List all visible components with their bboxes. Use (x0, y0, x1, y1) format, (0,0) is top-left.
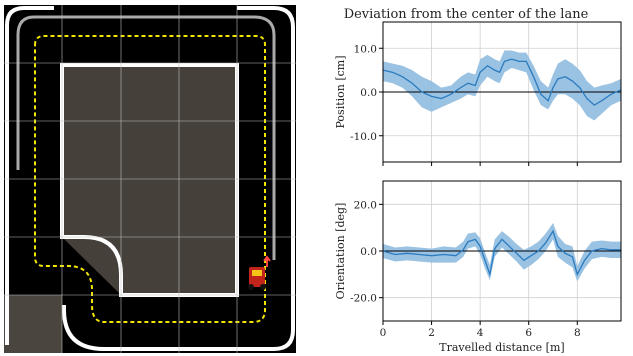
y-tick-label: 20.0 (354, 199, 377, 211)
floor-tiles (4, 63, 237, 353)
orientation-mean-line (382, 229, 621, 277)
y-tick-label: 10.0 (354, 43, 377, 55)
x-tick-label: 0 (380, 327, 387, 339)
map-grid (4, 5, 296, 353)
orientation-y-ticks: -20.0 0.0 20.0 (350, 199, 383, 305)
y-tick-label: 0.0 (360, 246, 377, 258)
orientation-panel: -20.0 0.0 20.0 0 2 4 6 8 Orientation [deg] Tra… (334, 180, 622, 354)
floor-tile-curve (62, 237, 121, 295)
position-mean-line (382, 58, 622, 106)
orientation-x-label: Travelled distance [m] (439, 341, 564, 354)
x-tick-label: 6 (525, 327, 532, 339)
y-tick-label: -10.0 (350, 131, 377, 143)
position-std-band (383, 50, 621, 121)
position-y-ticks: -10.0 0.0 10.0 (350, 43, 383, 143)
orientation-x-ticks: 0 2 4 6 8 (380, 321, 581, 339)
robot-trajectory (16, 15, 276, 260)
x-tick-label: 2 (428, 327, 435, 339)
y-tick-label: -20.0 (350, 293, 377, 305)
x-tick-label: 8 (574, 327, 581, 339)
track-map (4, 5, 296, 353)
position-panel: -10.0 0.0 10.0 Position [cm] (334, 21, 622, 166)
position-y-label: Position [cm] (334, 55, 347, 128)
duckiebot-icon (248, 255, 271, 290)
orientation-std-band (383, 223, 621, 282)
x-tick-label: 4 (477, 327, 484, 339)
floor-tile (4, 295, 62, 353)
chart-title: Deviation from the center of the lane (344, 7, 589, 22)
outer-lane-boundary (5, 6, 295, 351)
center-lane-line (34, 35, 266, 323)
orientation-y-label: Orientation [deg] (334, 203, 347, 300)
y-tick-label: 0.0 (360, 87, 377, 99)
deviation-charts: Deviation from the center of the lane -1… (334, 7, 622, 354)
floor-tile (62, 63, 237, 237)
position-x-ticks (382, 162, 578, 166)
